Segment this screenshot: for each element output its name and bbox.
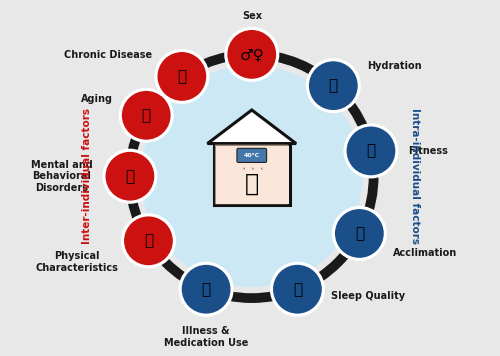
Polygon shape bbox=[208, 110, 296, 143]
Text: ♂♀: ♂♀ bbox=[240, 47, 264, 62]
Text: 🏋: 🏋 bbox=[366, 143, 376, 158]
Circle shape bbox=[270, 262, 325, 317]
Circle shape bbox=[118, 88, 174, 143]
Circle shape bbox=[224, 27, 280, 82]
Circle shape bbox=[178, 262, 234, 317]
Circle shape bbox=[332, 206, 387, 261]
Text: 🦠: 🦠 bbox=[178, 69, 186, 84]
Circle shape bbox=[308, 60, 358, 111]
Polygon shape bbox=[214, 143, 290, 205]
Circle shape bbox=[272, 264, 323, 315]
Text: Sex: Sex bbox=[242, 11, 262, 21]
Text: 🧠: 🧠 bbox=[126, 169, 134, 184]
Text: 📊: 📊 bbox=[144, 233, 153, 248]
Text: 40°C: 40°C bbox=[244, 153, 260, 158]
Circle shape bbox=[104, 151, 156, 201]
Text: Aging: Aging bbox=[80, 94, 112, 104]
Text: Intra-individual factors: Intra-individual factors bbox=[410, 108, 420, 244]
Text: 🥵: 🥵 bbox=[244, 171, 259, 195]
Text: 💧: 💧 bbox=[328, 78, 338, 93]
Circle shape bbox=[102, 149, 158, 204]
Circle shape bbox=[121, 90, 172, 141]
Circle shape bbox=[154, 49, 210, 104]
Circle shape bbox=[121, 213, 176, 268]
Text: Mental and
Behavioral
Disorders: Mental and Behavioral Disorders bbox=[31, 159, 93, 193]
FancyBboxPatch shape bbox=[237, 148, 266, 162]
Circle shape bbox=[334, 208, 385, 259]
Text: Physical
Characteristics: Physical Characteristics bbox=[36, 251, 118, 273]
FancyBboxPatch shape bbox=[215, 145, 288, 204]
Text: 🌡: 🌡 bbox=[355, 226, 364, 241]
Circle shape bbox=[180, 264, 232, 315]
Circle shape bbox=[306, 58, 361, 113]
Text: Inter-individual factors: Inter-individual factors bbox=[82, 108, 92, 244]
Text: 👪: 👪 bbox=[142, 108, 151, 123]
Text: 💊: 💊 bbox=[202, 282, 210, 297]
Circle shape bbox=[346, 125, 397, 176]
Text: Sleep Quality: Sleep Quality bbox=[331, 291, 405, 301]
Text: Illness &
Medication Use: Illness & Medication Use bbox=[164, 326, 248, 348]
Circle shape bbox=[226, 29, 277, 80]
Text: Chronic Disease: Chronic Disease bbox=[64, 50, 152, 60]
Text: Fitness: Fitness bbox=[408, 146, 448, 156]
Text: 💤: 💤 bbox=[293, 282, 302, 297]
Circle shape bbox=[156, 51, 208, 102]
Circle shape bbox=[344, 123, 398, 178]
Text: Acclimation: Acclimation bbox=[393, 248, 457, 258]
Circle shape bbox=[141, 66, 362, 287]
Text: Hydration: Hydration bbox=[367, 61, 422, 71]
Circle shape bbox=[123, 215, 174, 266]
